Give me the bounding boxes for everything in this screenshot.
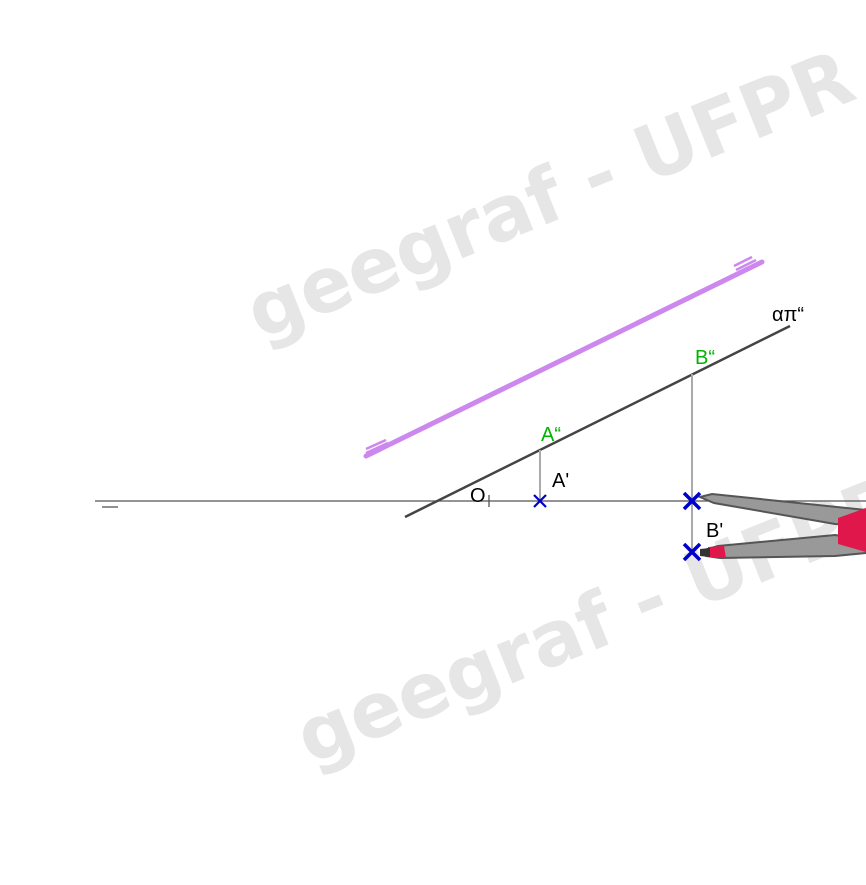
watermark-top: geegraf - UFPR [233, 32, 865, 357]
ruler-edge-icon[interactable] [363, 255, 765, 459]
point-a-top-label: A' [552, 470, 569, 492]
point-b-top-marker-lower [682, 542, 702, 562]
plane-trace-line [404, 324, 791, 519]
compass-tool-icon[interactable] [696, 492, 866, 560]
origin-label: O [470, 485, 486, 507]
point-a-top-marker [533, 494, 547, 508]
point-b-top-marker-upper [682, 491, 702, 511]
point-a-front-label: A“ [541, 424, 561, 446]
plane-trace-label: απ“ [772, 304, 804, 326]
point-b-front-label: B“ [695, 347, 715, 369]
point-b-top-label: B' [706, 520, 723, 542]
